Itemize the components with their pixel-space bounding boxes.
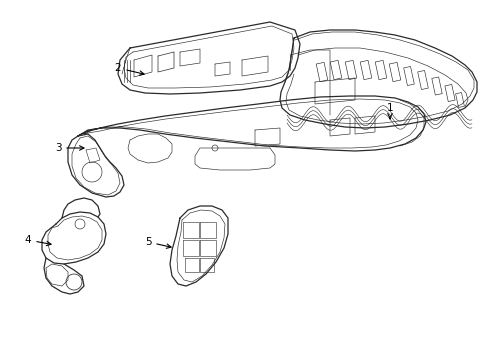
Bar <box>455 93 464 108</box>
Text: 5: 5 <box>144 237 171 248</box>
Bar <box>388 62 400 82</box>
Text: 4: 4 <box>24 235 51 246</box>
Bar <box>444 85 454 102</box>
Bar <box>374 60 386 80</box>
Bar <box>403 67 413 86</box>
Text: 1: 1 <box>386 103 392 119</box>
Bar <box>329 60 341 80</box>
Text: 2: 2 <box>115 63 144 75</box>
Text: 3: 3 <box>55 143 84 153</box>
Bar <box>360 60 371 80</box>
Bar <box>316 62 327 82</box>
Bar <box>417 71 427 90</box>
Bar <box>345 60 356 80</box>
Bar <box>431 77 441 95</box>
